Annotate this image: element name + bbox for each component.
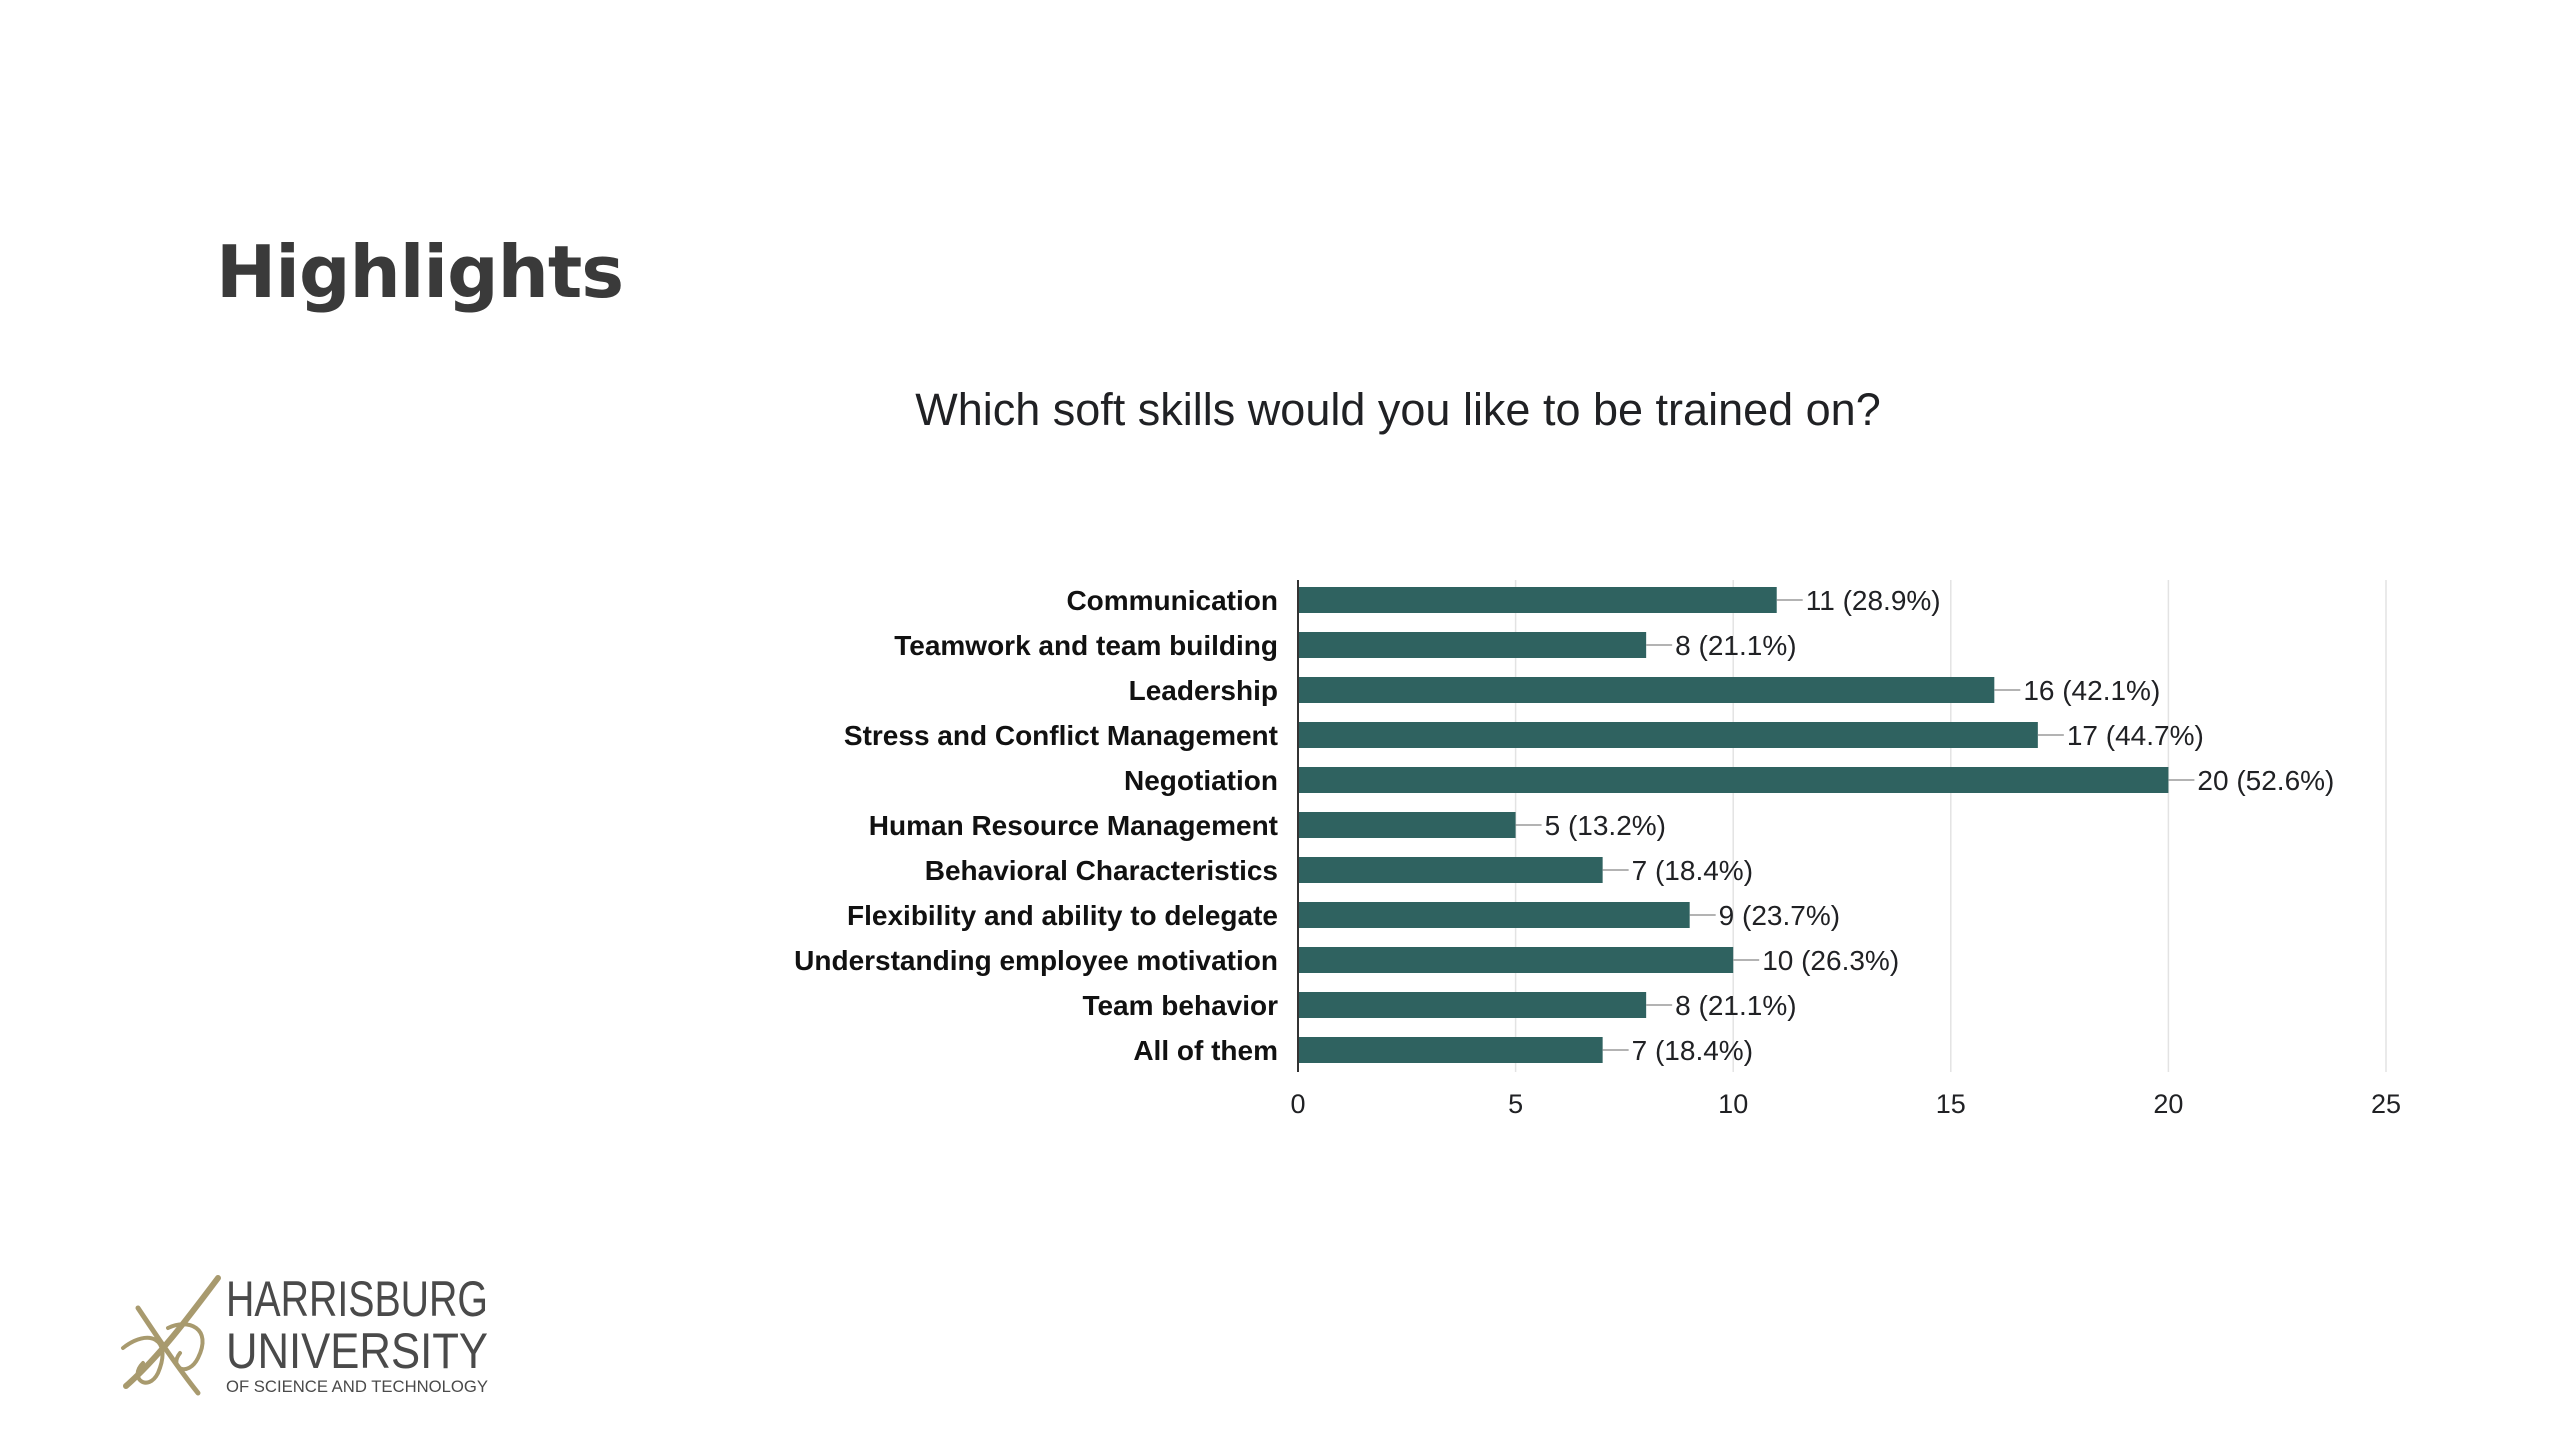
data-labels: 11 (28.9%) 8 (21.1%) 16 (42.1%) 17 (44.7%) 2… — [1515, 585, 2334, 1066]
bar — [1299, 812, 1516, 838]
x-tick-label: 15 — [1936, 1089, 1966, 1119]
logo-mark-icon — [121, 1275, 221, 1396]
data-label: 20 (52.6%) — [2197, 765, 2334, 796]
x-tick-label: 25 — [2371, 1089, 2401, 1119]
logo-line-1: HARRISBURG — [226, 1271, 488, 1327]
data-label: 17 (44.7%) — [2067, 720, 2204, 751]
category-label: Communication — [1066, 585, 1278, 616]
bar — [1299, 632, 1647, 658]
bar — [1299, 902, 1690, 928]
category-label: All of them — [1133, 1035, 1278, 1066]
x-tick-label: 20 — [2153, 1089, 2183, 1119]
category-label: Leadership — [1129, 675, 1278, 706]
data-label: 7 (18.4%) — [1632, 855, 1753, 886]
chart-title: Which soft skills would you like to be t… — [915, 384, 1880, 435]
data-label: 8 (21.1%) — [1675, 990, 1796, 1021]
x-tick-label: 0 — [1290, 1089, 1305, 1119]
logo-line-3: OF SCIENCE AND TECHNOLOGY — [226, 1377, 488, 1396]
bars — [1299, 587, 2169, 1063]
category-label: Understanding employee motivation — [794, 945, 1278, 976]
data-label: 9 (23.7%) — [1719, 900, 1840, 931]
bar — [1299, 587, 1777, 613]
bar — [1299, 677, 1995, 703]
category-labels: Communication Teamwork and team building L… — [794, 585, 1278, 1066]
category-label: Behavioral Characteristics — [925, 855, 1278, 886]
bar — [1299, 992, 1647, 1018]
data-label: 7 (18.4%) — [1632, 1035, 1753, 1066]
x-axis-ticks: 0 5 10 15 20 25 — [1290, 1089, 2401, 1119]
logo-line-2: UNIVERSITY — [226, 1323, 488, 1379]
data-label: 5 (13.2%) — [1545, 810, 1666, 841]
data-label: 10 (26.3%) — [1762, 945, 1899, 976]
data-label: 8 (21.1%) — [1675, 630, 1796, 661]
bar — [1299, 767, 2169, 793]
data-label: 16 (42.1%) — [2023, 675, 2160, 706]
category-label: Teamwork and team building — [894, 630, 1278, 661]
bar — [1299, 947, 1734, 973]
category-label: Stress and Conflict Management — [844, 720, 1278, 751]
x-tick-label: 10 — [1718, 1089, 1748, 1119]
harrisburg-university-logo: HARRISBURG UNIVERSITY OF SCIENCE AND TEC… — [121, 1271, 488, 1396]
category-label: Team behavior — [1082, 990, 1278, 1021]
bar — [1299, 1037, 1603, 1063]
bar — [1299, 857, 1603, 883]
category-label: Human Resource Management — [869, 810, 1278, 841]
category-label: Flexibility and ability to delegate — [847, 900, 1278, 931]
category-label: Negotiation — [1124, 765, 1278, 796]
bar — [1299, 722, 2038, 748]
slide-title: Highlights — [216, 230, 624, 314]
data-label: 11 (28.9%) — [1806, 585, 1941, 616]
x-tick-label: 5 — [1508, 1089, 1523, 1119]
